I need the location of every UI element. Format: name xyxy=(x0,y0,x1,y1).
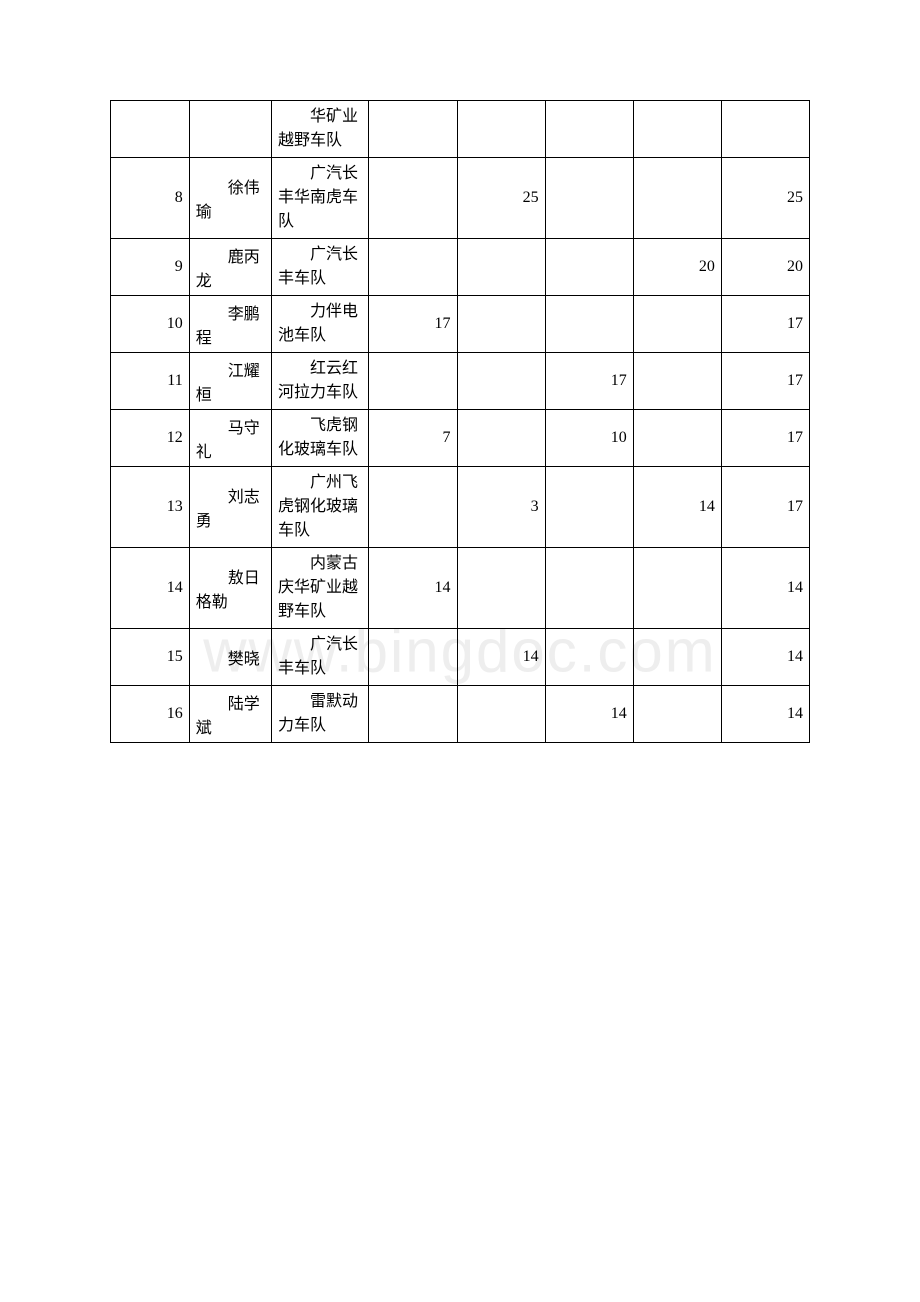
cell-score1 xyxy=(369,101,457,158)
cell-score1 xyxy=(369,686,457,743)
table-row: 10 李鹏程 力伴电池车队 17 17 xyxy=(111,296,810,353)
cell-score1: 7 xyxy=(369,410,457,467)
table-row: 华矿业越野车队 xyxy=(111,101,810,158)
cell-score2 xyxy=(457,548,545,629)
table-row: 16 陆学斌 雷默动力车队 14 14 xyxy=(111,686,810,743)
cell-score4 xyxy=(633,158,721,239)
cell-score1 xyxy=(369,629,457,686)
cell-score4 xyxy=(633,101,721,158)
cell-rank: 11 xyxy=(111,353,190,410)
table-row: 11 江耀桓 红云红河拉力车队 17 17 xyxy=(111,353,810,410)
cell-total: 17 xyxy=(721,353,809,410)
cell-total: 17 xyxy=(721,467,809,548)
table-row: 13 刘志勇 广州飞虎钢化玻璃车队 3 14 17 xyxy=(111,467,810,548)
cell-score4 xyxy=(633,629,721,686)
cell-score4: 14 xyxy=(633,467,721,548)
table-row: 15 樊晓 广汽长丰车队 14 14 xyxy=(111,629,810,686)
cell-score4 xyxy=(633,686,721,743)
cell-name: 鹿丙龙 xyxy=(189,239,271,296)
cell-score3 xyxy=(545,101,633,158)
cell-score3 xyxy=(545,296,633,353)
table-row: 12 马守礼 飞虎钢化玻璃车队 7 10 17 xyxy=(111,410,810,467)
table-row: 14 敖日格勒 内蒙古庆华矿业越野车队 14 14 xyxy=(111,548,810,629)
cell-name: 江耀桓 xyxy=(189,353,271,410)
cell-score4 xyxy=(633,548,721,629)
cell-score2 xyxy=(457,101,545,158)
cell-score1: 14 xyxy=(369,548,457,629)
cell-score1: 17 xyxy=(369,296,457,353)
cell-rank: 9 xyxy=(111,239,190,296)
cell-score3: 10 xyxy=(545,410,633,467)
cell-name: 刘志勇 xyxy=(189,467,271,548)
cell-score2 xyxy=(457,353,545,410)
cell-score2: 3 xyxy=(457,467,545,548)
cell-team: 红云红河拉力车队 xyxy=(271,353,369,410)
cell-team: 广汽长丰华南虎车队 xyxy=(271,158,369,239)
cell-score3 xyxy=(545,629,633,686)
cell-score1 xyxy=(369,467,457,548)
cell-team: 广州飞虎钢化玻璃车队 xyxy=(271,467,369,548)
cell-score4 xyxy=(633,410,721,467)
cell-score3 xyxy=(545,158,633,239)
cell-name: 李鹏程 xyxy=(189,296,271,353)
cell-score3: 14 xyxy=(545,686,633,743)
cell-rank: 10 xyxy=(111,296,190,353)
cell-score3: 17 xyxy=(545,353,633,410)
cell-score4 xyxy=(633,353,721,410)
cell-name: 徐伟瑜 xyxy=(189,158,271,239)
cell-total: 14 xyxy=(721,686,809,743)
cell-name xyxy=(189,101,271,158)
cell-team: 广汽长丰车队 xyxy=(271,629,369,686)
cell-team: 广汽长丰车队 xyxy=(271,239,369,296)
cell-total: 17 xyxy=(721,410,809,467)
table-row: 8 徐伟瑜 广汽长丰华南虎车队 25 25 xyxy=(111,158,810,239)
cell-score1 xyxy=(369,353,457,410)
cell-score2: 14 xyxy=(457,629,545,686)
cell-name: 敖日格勒 xyxy=(189,548,271,629)
cell-score1 xyxy=(369,158,457,239)
cell-name: 马守礼 xyxy=(189,410,271,467)
cell-score4 xyxy=(633,296,721,353)
cell-team: 雷默动力车队 xyxy=(271,686,369,743)
cell-rank xyxy=(111,101,190,158)
cell-total: 25 xyxy=(721,158,809,239)
cell-name: 陆学斌 xyxy=(189,686,271,743)
table-row: 9 鹿丙龙 广汽长丰车队 20 20 xyxy=(111,239,810,296)
cell-score2 xyxy=(457,239,545,296)
cell-total: 17 xyxy=(721,296,809,353)
cell-score2 xyxy=(457,410,545,467)
cell-score2 xyxy=(457,686,545,743)
cell-total xyxy=(721,101,809,158)
cell-score4: 20 xyxy=(633,239,721,296)
cell-rank: 15 xyxy=(111,629,190,686)
table-body: 华矿业越野车队 8 徐伟瑜 广汽长丰华南虎车队 25 25 9 鹿丙龙 广汽长丰… xyxy=(111,101,810,743)
cell-team: 力伴电池车队 xyxy=(271,296,369,353)
cell-rank: 16 xyxy=(111,686,190,743)
cell-rank: 13 xyxy=(111,467,190,548)
cell-team: 华矿业越野车队 xyxy=(271,101,369,158)
cell-team: 内蒙古庆华矿业越野车队 xyxy=(271,548,369,629)
cell-team: 飞虎钢化玻璃车队 xyxy=(271,410,369,467)
cell-score3 xyxy=(545,239,633,296)
cell-total: 14 xyxy=(721,629,809,686)
cell-rank: 12 xyxy=(111,410,190,467)
cell-score1 xyxy=(369,239,457,296)
rankings-table: 华矿业越野车队 8 徐伟瑜 广汽长丰华南虎车队 25 25 9 鹿丙龙 广汽长丰… xyxy=(110,100,810,743)
cell-rank: 14 xyxy=(111,548,190,629)
cell-score3 xyxy=(545,467,633,548)
cell-score2: 25 xyxy=(457,158,545,239)
cell-score2 xyxy=(457,296,545,353)
cell-total: 14 xyxy=(721,548,809,629)
cell-name: 樊晓 xyxy=(189,629,271,686)
cell-score3 xyxy=(545,548,633,629)
cell-rank: 8 xyxy=(111,158,190,239)
cell-total: 20 xyxy=(721,239,809,296)
